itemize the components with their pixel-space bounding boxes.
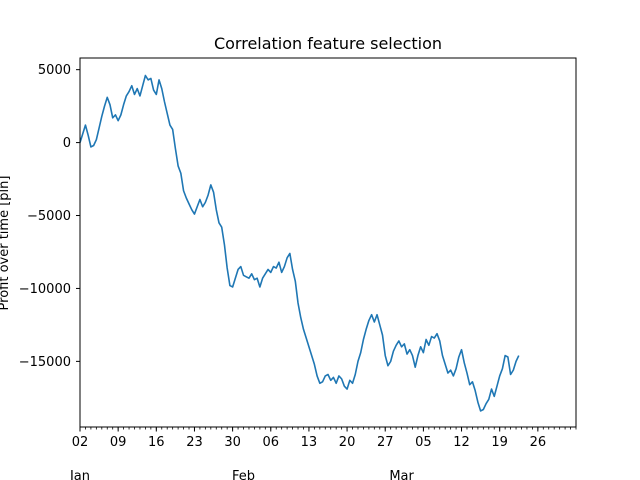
x-month-label: Mar	[389, 469, 414, 480]
x-tick-label: 12	[453, 435, 470, 450]
x-month-label: Feb	[232, 469, 255, 480]
x-axis-ticks: 02 09 16 23 30 06 13 20 27 05 12 19 26	[72, 427, 577, 450]
x-tick-label: 19	[491, 435, 508, 450]
x-tick-label: 05	[415, 435, 432, 450]
x-tick-label: 27	[377, 435, 394, 450]
series-line	[79, 74, 520, 412]
x-tick-label: 09	[110, 435, 127, 450]
y-tick-label: 0	[63, 136, 71, 151]
y-tick-label: −10000	[19, 282, 71, 297]
plot-area-frame	[79, 57, 577, 428]
x-tick-label: 02	[72, 435, 89, 450]
x-tick-label: 20	[339, 435, 356, 450]
x-tick-label: 26	[530, 435, 547, 450]
y-tick-label: −15000	[19, 355, 71, 370]
x-axis-month-labels: Jan Feb Mar	[69, 469, 415, 480]
x-tick-label: 23	[186, 435, 203, 450]
y-axis-label: Profit over time [pln]	[0, 176, 12, 311]
x-tick-label: 30	[224, 435, 241, 450]
y-tick-label: 5000	[38, 63, 71, 78]
x-tick-label: 06	[262, 435, 279, 450]
chart-title: Correlation feature selection	[214, 34, 442, 53]
y-tick-label: −5000	[27, 209, 71, 224]
x-tick-label: 16	[148, 435, 165, 450]
x-tick-label: 13	[301, 435, 318, 450]
y-axis-ticks: 5000 0 −5000 −10000 −15000	[19, 63, 80, 370]
x-month-label: Jan	[69, 469, 90, 480]
